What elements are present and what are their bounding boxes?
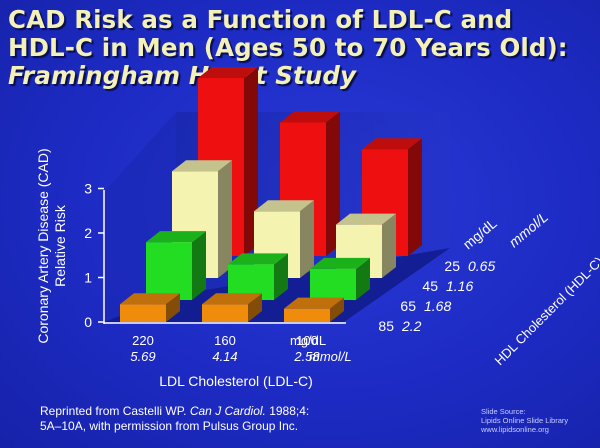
x-tick-label-mmol: 5.69 (130, 349, 155, 364)
bar-top (336, 213, 396, 225)
bar-side (166, 293, 180, 322)
bar-side (192, 231, 206, 300)
z-tick-label-mgdl: 85 (378, 318, 394, 334)
z-tick-label-mgdl: 45 (422, 278, 438, 294)
x-tick-label-mgdl: 100 (296, 333, 318, 348)
y-tick-label: 0 (84, 314, 92, 330)
reference-pre: Reprinted from Castelli WP. (40, 404, 190, 418)
bar-top (120, 293, 180, 305)
bar-top (280, 111, 340, 123)
bar-top (228, 253, 288, 265)
bar-front (120, 304, 166, 322)
bar-side (218, 160, 232, 278)
bar-top (362, 138, 422, 150)
reference-journal: Can J Cardiol. (189, 404, 266, 418)
title-line-1: CAD Risk as a Function of LDL-C and (8, 5, 513, 34)
bar-side (356, 257, 370, 300)
x-unit-mmol: mmol/L (309, 349, 352, 364)
title-line-3: Framingham Heart Study (8, 61, 357, 90)
slide-source: Slide Source: Lipids Online Slide Librar… (481, 407, 568, 434)
y-tick-label: 3 (84, 181, 92, 197)
reference-line-2: 5A–10A, with permission from Pulsus Grou… (40, 419, 299, 433)
bar-side (300, 200, 314, 278)
bar-hdl65-ldl220 (146, 231, 206, 300)
y-axis-title-line-1: Coronary Artery Disease (CAD) (35, 148, 51, 343)
bar-side (244, 67, 258, 256)
bar-hdl65-ldl160 (228, 253, 288, 300)
bar-top (284, 297, 344, 309)
x-unit-mgdl: mg/dL (290, 333, 326, 348)
z-unit-mgdl: mg/dL (460, 215, 500, 252)
bar-hdl65-ldl100 (310, 257, 370, 300)
x-tick-label-mgdl: 220 (132, 333, 154, 348)
reference-post: 1988;4: (265, 404, 310, 418)
bar-front (202, 304, 248, 322)
bar-front (146, 242, 192, 300)
z-tick-label-mmol: 1.16 (446, 278, 473, 294)
z-unit-mmol: mmol/L (506, 209, 551, 251)
source-line-2: Lipids Online Slide Library (481, 416, 569, 425)
bar-front (284, 308, 330, 322)
bar-front (310, 268, 356, 300)
z-tick-label-mgdl: 65 (400, 298, 416, 314)
z-tick-label-mmol: 0.65 (468, 258, 495, 274)
bar-top (202, 293, 262, 305)
bar-top (198, 67, 258, 78)
z-axis-title: HDL Cholesterol (HDL-C) (492, 254, 600, 368)
x-axis-title: LDL Cholesterol (LDL-C) (159, 373, 313, 389)
source-line-3: www.lipidsonline.org (481, 425, 549, 434)
bar-top (172, 160, 232, 172)
bar-top (146, 231, 206, 243)
bar-side (274, 253, 288, 300)
title-line-2: HDL-C in Men (Ages 50 to 70 Years Old): (8, 33, 568, 62)
z-tick-label-mgdl: 25 (444, 258, 460, 274)
reference-citation: Reprinted from Castelli WP. Can J Cardio… (40, 404, 309, 434)
y-axis-title-line-2: Relative Risk (52, 204, 68, 287)
bar-hdl85-ldl100 (284, 297, 344, 322)
bar-top (310, 257, 370, 269)
bar-side (326, 111, 340, 256)
bar-top (254, 200, 314, 212)
source-line-1: Slide Source: (481, 407, 526, 416)
bar-hdl85-ldl220 (120, 293, 180, 322)
x-tick-label-mgdl: 160 (214, 333, 236, 348)
z-tick-label-mmol: 2.2 (401, 318, 422, 334)
slide-title: CAD Risk as a Function of LDL-C and HDL-… (8, 6, 593, 90)
bar-side (330, 297, 344, 322)
bar-hdl85-ldl160 (202, 293, 262, 322)
bar-side (382, 213, 396, 278)
x-tick-label-mmol: 4.14 (212, 349, 237, 364)
y-tick-label: 1 (84, 270, 92, 286)
y-tick-label: 2 (84, 225, 92, 241)
z-tick-label-mmol: 1.68 (424, 298, 451, 314)
bar-side (248, 293, 262, 322)
x-tick-label-mmol: 2.58 (293, 349, 320, 364)
bar-side (408, 138, 422, 256)
